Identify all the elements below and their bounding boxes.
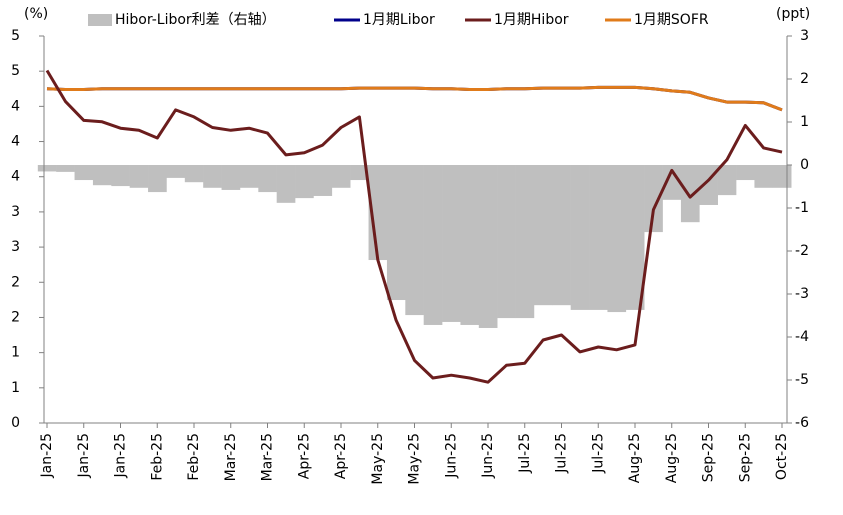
spread-bar: [184, 165, 204, 183]
y-tick-label: 4: [11, 169, 20, 185]
spread-bar: [625, 165, 645, 310]
rate-line: [46, 85, 783, 112]
spread-bar: [717, 165, 737, 196]
y2-tick-label: 1: [800, 114, 809, 130]
legend-label: 1月期SOFR: [634, 12, 709, 28]
y-tick-label: 5: [11, 63, 20, 79]
spread-bar: [386, 165, 406, 301]
x-tick-label: Jan-25: [113, 433, 129, 478]
x-tick-label: Feb-25: [149, 433, 165, 481]
spread-bar: [589, 165, 608, 310]
y-tick-label: 4: [11, 98, 20, 114]
x-tick-label: Jul-25: [554, 433, 570, 474]
x-tick-label: Aug-25: [664, 433, 680, 483]
x-tick-label: Jun-25: [480, 433, 496, 479]
y2-tick-label: -3: [795, 286, 809, 302]
y2-tick-label: 2: [800, 71, 809, 87]
spread-bar: [350, 165, 369, 181]
spread-bar: [680, 165, 700, 223]
spread-bar: [258, 165, 277, 193]
y2-tick-label: -6: [795, 415, 809, 431]
y-tick-label: 4: [11, 134, 20, 150]
spread-bar: [148, 165, 167, 193]
rate-line: [45, 69, 783, 384]
spread-bar: [239, 165, 259, 188]
spread-bar: [772, 165, 792, 188]
spread-bar: [570, 165, 590, 310]
y-tick-label: 1: [11, 380, 20, 396]
spread-bar: [662, 165, 682, 200]
spread-bar: [37, 165, 57, 172]
x-tick-label: Jan-25: [39, 433, 55, 478]
y-tick-label: 1: [11, 345, 20, 361]
y-tick-label: 2: [11, 309, 20, 325]
x-tick-label: Sep-25: [737, 433, 753, 482]
x-tick-label: Mar-25: [223, 433, 239, 481]
x-tick-label: Jan-25: [76, 433, 92, 478]
spread-bar: [74, 165, 94, 181]
y2-tick-label: -1: [795, 200, 809, 216]
spread-bar: [111, 165, 130, 187]
spread-bar: [368, 165, 388, 261]
x-tick-label: Sep-25: [701, 433, 717, 482]
spread-bar: [423, 165, 443, 325]
spread-bar: [331, 165, 351, 188]
y2-unit-label: (ppt): [776, 6, 810, 22]
legend-label: 1月期Hibor: [494, 12, 569, 28]
spread-bar: [313, 165, 333, 196]
spread-bar: [166, 165, 186, 178]
x-tick-label: Apr-25: [333, 433, 349, 479]
spread-bar: [515, 165, 535, 319]
spread-bar: [754, 165, 774, 188]
x-tick-label: Apr-25: [296, 433, 312, 479]
spread-bar: [497, 165, 516, 319]
spread-bar: [92, 165, 112, 186]
legend-label: 1月期Libor: [363, 12, 435, 28]
spread-bar: [203, 165, 222, 188]
y-tick-label: 0: [11, 415, 20, 431]
y2-tick-label: 3: [800, 28, 809, 44]
spread-bar: [129, 165, 149, 188]
spread-bar: [736, 165, 755, 181]
x-tick-label: Aug-25: [627, 433, 643, 483]
spread-bar: [644, 165, 663, 233]
x-tick-label: Jul-25: [517, 433, 533, 474]
y2-tick-label: -2: [795, 243, 809, 259]
y-tick-label: 3: [11, 204, 20, 220]
x-tick-label: Oct-25: [774, 433, 790, 480]
y2-tick-label: 0: [800, 157, 809, 173]
y-tick-label: 5: [11, 28, 20, 44]
spread-bar: [533, 165, 553, 306]
y2-tick-label: -5: [795, 372, 809, 388]
spread-bar: [607, 165, 627, 313]
y2-tick-label: -4: [795, 329, 809, 345]
y-tick-label: 3: [11, 239, 20, 255]
spread-bar: [442, 165, 461, 322]
y-tick-label: 2: [11, 274, 20, 290]
spread-bar: [552, 165, 571, 306]
spread-bar: [56, 165, 75, 172]
y-unit-label: (%): [24, 6, 48, 22]
spread-bar: [460, 165, 480, 325]
legend-label: Hibor-Libor利差（右轴）: [115, 12, 276, 28]
x-tick-label: May-25: [407, 433, 423, 485]
spread-bar: [276, 165, 296, 203]
x-tick-label: Jul-25: [590, 433, 606, 474]
x-tick-label: Feb-25: [186, 433, 202, 481]
x-tick-label: Jun-25: [443, 433, 459, 479]
legend-swatch: [88, 14, 112, 26]
spread-bar: [295, 165, 314, 199]
x-tick-label: May-25: [370, 433, 386, 485]
spread-bar: [478, 165, 498, 328]
spread-bar: [221, 165, 241, 190]
x-tick-label: Mar-25: [260, 433, 276, 481]
spread-bar: [405, 165, 424, 316]
